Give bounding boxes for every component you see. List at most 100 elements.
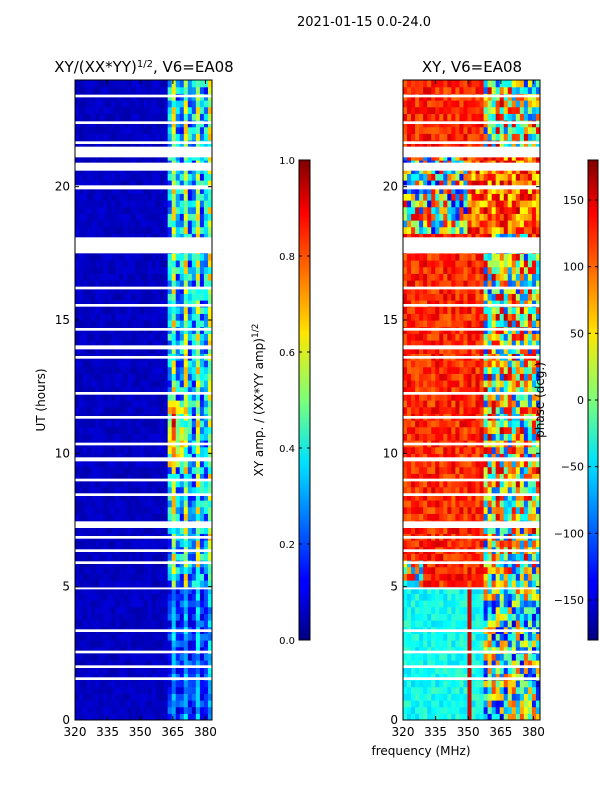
heatmap-cell: [199, 306, 205, 314]
heatmap-cell: [187, 460, 193, 468]
heatmap-cell: [123, 273, 128, 281]
heatmap-cell: [139, 693, 145, 701]
heatmap-cell: [159, 306, 165, 314]
heatmap-cell: [143, 113, 149, 121]
heatmap-cell: [499, 566, 505, 574]
heatmap-cell: [463, 526, 469, 534]
heatmap-cell: [511, 700, 517, 708]
heatmap-cell: [75, 313, 80, 321]
heatmap-cell: [171, 613, 177, 621]
heatmap-cell: [171, 660, 177, 668]
heatmap-cell: [191, 600, 197, 608]
heatmap-cell: [163, 480, 169, 488]
heatmap-cell: [495, 706, 501, 714]
heatmap-cell: [119, 500, 124, 508]
heatmap-cell: [99, 660, 104, 668]
heatmap-cell: [163, 673, 169, 681]
heatmap-cell: [183, 706, 189, 714]
heatmap-cell: [115, 540, 120, 548]
heatmap-cell: [179, 333, 185, 341]
heatmap-cell: [135, 680, 141, 688]
heatmap-cell: [419, 506, 424, 514]
heatmap-cell: [483, 460, 489, 468]
heatmap-cell: [135, 660, 141, 668]
heatmap-cell: [163, 540, 169, 548]
heatmap-cell: [491, 660, 497, 668]
heatmap-cell: [523, 513, 529, 521]
heatmap-cell: [467, 706, 473, 714]
heatmap-cell: [435, 540, 440, 548]
heatmap-cell: [119, 466, 124, 474]
heatmap-cell: [451, 673, 456, 681]
heatmap-cell: [491, 680, 497, 688]
heatmap-cell: [139, 280, 145, 288]
heatmap-cell: [439, 573, 444, 581]
heatmap-cell: [95, 593, 100, 601]
heatmap-cell: [87, 426, 92, 434]
heatmap-cell: [535, 433, 540, 441]
heatmap-cell: [479, 486, 485, 494]
heatmap-cell: [111, 320, 116, 328]
heatmap-cell: [191, 640, 197, 648]
heatmap-cell: [115, 566, 120, 574]
heatmap-cell: [167, 100, 173, 108]
heatmap-cell: [115, 286, 120, 294]
heatmap-cell: [523, 693, 529, 701]
heatmap-cell: [443, 653, 448, 661]
heatmap-cell: [199, 566, 205, 574]
heatmap-cell: [207, 686, 212, 694]
heatmap-cell: [195, 106, 201, 114]
heatmap-cell: [451, 500, 456, 508]
heatmap-cell: [95, 600, 100, 608]
heatmap-cell: [183, 133, 189, 141]
heatmap-cell: [187, 680, 193, 688]
heatmap-cell: [531, 573, 537, 581]
heatmap-cell: [483, 600, 489, 608]
heatmap-cell: [143, 346, 149, 354]
heatmap-cell: [431, 553, 436, 561]
heatmap-cell: [179, 400, 185, 408]
heatmap-cell: [527, 446, 533, 454]
heatmap-cell: [135, 333, 141, 341]
heatmap-cell: [195, 346, 201, 354]
heatmap-cell: [207, 340, 212, 348]
heatmap-cell: [155, 680, 161, 688]
heatmap-cell: [127, 260, 133, 268]
heatmap-cell: [123, 613, 128, 621]
heatmap-cell: [147, 226, 153, 234]
heatmap-cell: [103, 620, 108, 628]
heatmap-cell: [87, 460, 92, 468]
heatmap-cell: [423, 580, 428, 588]
heatmap-cell: [167, 226, 173, 234]
heatmap-cell: [203, 313, 209, 321]
heatmap-cell: [87, 133, 92, 141]
heatmap-cell: [143, 706, 149, 714]
heatmap-cell: [459, 480, 465, 488]
heatmap-cell: [207, 693, 212, 701]
heatmap-cell: [191, 280, 197, 288]
heatmap-cell: [403, 500, 408, 508]
heatmap-cell: [91, 360, 96, 368]
heatmap-cell: [159, 100, 165, 108]
heatmap-cell: [491, 513, 497, 521]
heatmap-cell: [111, 233, 116, 241]
heatmap-cell: [407, 480, 412, 488]
heatmap-cell: [127, 393, 133, 401]
heatmap-cell: [79, 180, 84, 188]
heatmap-cell: [475, 693, 481, 701]
heatmap-cell: [535, 420, 540, 428]
heatmap-cell: [519, 480, 525, 488]
heatmap-cell: [447, 466, 452, 474]
heatmap-cell: [439, 600, 444, 608]
heatmap-cell: [143, 406, 149, 414]
heatmap-cell: [531, 513, 537, 521]
heatmap-cell: [135, 340, 141, 348]
heatmap-cell: [75, 180, 80, 188]
heatmap-cell: [415, 480, 420, 488]
heatmap-cell: [503, 586, 509, 594]
heatmap-cell: [183, 266, 189, 274]
heatmap-cell: [491, 500, 497, 508]
heatmap-cell: [111, 260, 116, 268]
heatmap-cell: [159, 620, 165, 628]
heatmap-cell: [207, 600, 212, 608]
